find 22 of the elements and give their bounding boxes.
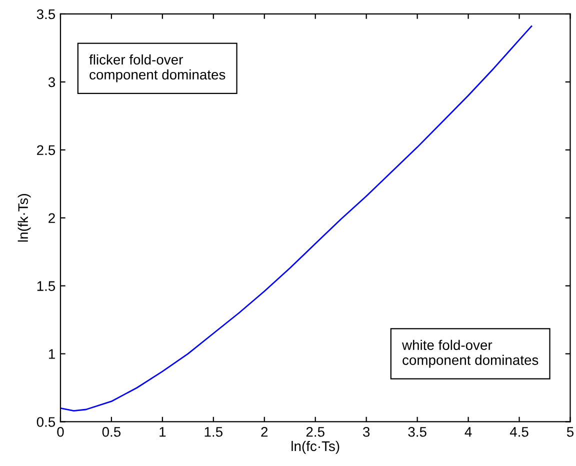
y-tick-label: 2.5 — [37, 145, 56, 156]
y-tick-label: 0.5 — [36, 417, 56, 427]
y-tick-label: 3.5 — [36, 9, 56, 20]
x-tick-label: 5 — [566, 427, 574, 437]
x-tick-label: 0 — [57, 426, 64, 437]
y-axis-title: ln(fk·Ts) — [18, 194, 31, 242]
x-tick-label: 4 — [464, 427, 472, 437]
x-tick-label: 4.5 — [510, 427, 528, 437]
annotation: white fold-over component dominates — [402, 340, 538, 368]
y-tick-label: 3 — [48, 77, 56, 88]
x-tick-label: 2.5 — [306, 426, 324, 437]
x-tick-label: 3.5 — [408, 426, 426, 437]
x-tick-label: 0.5 — [102, 426, 121, 437]
y-tick-label: 1.5 — [37, 281, 56, 291]
x-tick-label: 1 — [160, 427, 166, 437]
x-axis-title: ln(fc·Ts) — [292, 440, 340, 454]
x-tick-label: 2 — [261, 426, 268, 437]
annotation: flicker fold-over component dominates — [89, 54, 226, 82]
y-tick-label: 2 — [48, 213, 55, 223]
x-tick-label: 3 — [363, 426, 370, 437]
y-tick-label: 1 — [48, 349, 55, 359]
x-tick-label: 1.5 — [204, 427, 222, 437]
